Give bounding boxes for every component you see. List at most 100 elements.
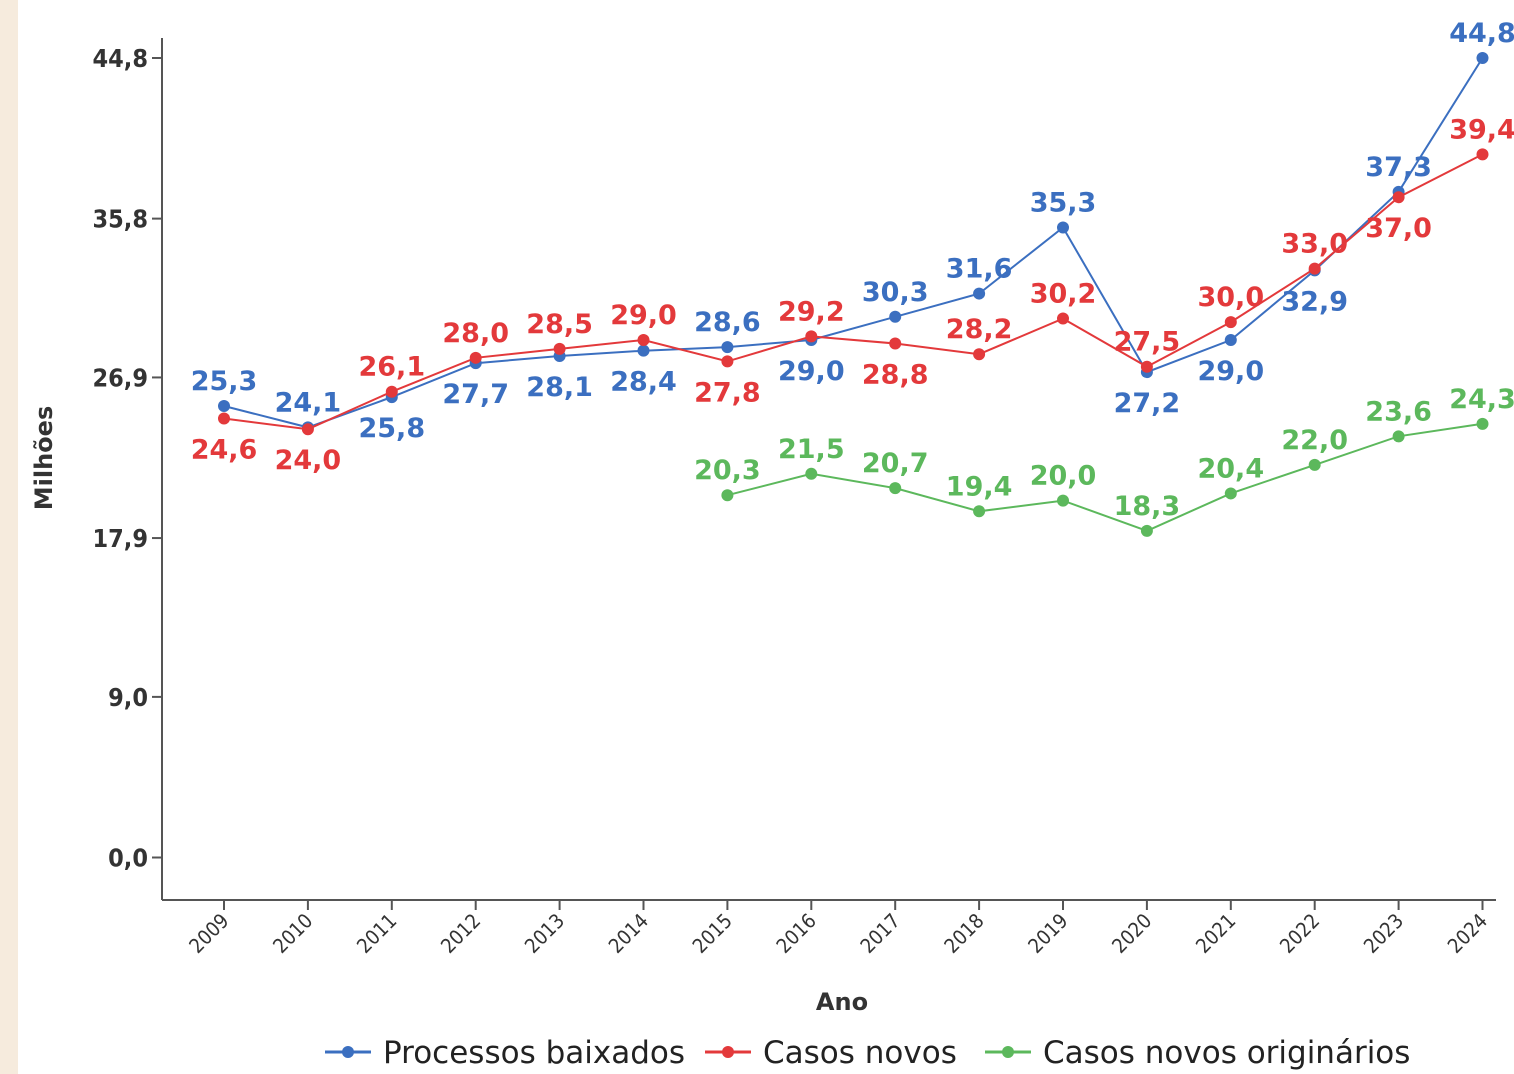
data-label-casos-novos-originarios: 20,4 xyxy=(1197,453,1264,484)
x-tick-label: 2020 xyxy=(1107,909,1156,958)
data-label-processos-baixados: 28,6 xyxy=(694,307,761,338)
x-tick-label: 2024 xyxy=(1443,909,1492,958)
x-ticks: 2009 2010 2011 2012 2013 2014 2015 2016 2017 2018… xyxy=(184,900,1492,958)
data-point-casos-novos xyxy=(301,423,314,436)
data-point-casos-novos xyxy=(218,412,230,425)
data-point-casos-novos xyxy=(1140,360,1153,373)
data-point-casos-novos xyxy=(805,330,818,343)
data-label-casos-novos: 24,0 xyxy=(275,445,342,476)
data-point-processos-baixados xyxy=(721,341,734,354)
data-point-casos-novos xyxy=(1392,191,1405,204)
data-label-casos-novos-originarios: 23,6 xyxy=(1365,396,1432,427)
data-label-processos-baixados: 28,4 xyxy=(610,367,677,398)
data-label-casos-novos: 30,2 xyxy=(1030,279,1097,310)
data-label-processos-baixados: 29,0 xyxy=(1197,356,1264,387)
y-tick-label: 17,9 xyxy=(93,524,149,553)
x-tick-label: 2012 xyxy=(436,909,485,958)
data-point-processos-baixados xyxy=(637,344,650,357)
data-point-processos-baixados xyxy=(889,310,902,323)
data-label-processos-baixados: 32,9 xyxy=(1281,286,1348,317)
data-label-processos-baixados: 29,0 xyxy=(778,356,845,387)
data-label-processos-baixados: 31,6 xyxy=(946,254,1013,285)
data-point-casos-novos xyxy=(1057,312,1069,325)
data-point-casos-novos xyxy=(469,351,482,364)
x-tick-label: 2021 xyxy=(1191,909,1240,958)
data-point-casos-novos-originarios xyxy=(805,467,818,480)
data-label-casos-novos: 39,4 xyxy=(1449,114,1514,145)
data-label-casos-novos: 27,5 xyxy=(1114,327,1181,358)
data-label-processos-baixados: 27,7 xyxy=(442,379,509,410)
x-tick-label: 2015 xyxy=(688,909,737,958)
y-tick-label: 9,0 xyxy=(108,683,148,712)
y-ticks: 0,0 9,0 17,9 26,9 35,8 44,8 xyxy=(93,44,162,873)
x-tick-label: 2023 xyxy=(1359,909,1408,958)
y-axis-title: Milhões xyxy=(30,406,58,510)
data-label-casos-novos-originarios: 20,0 xyxy=(1030,461,1097,492)
data-label-processos-baixados: 24,1 xyxy=(275,387,342,418)
y-tick-label: 26,9 xyxy=(93,363,149,392)
axes xyxy=(161,38,1496,901)
series-line-processos-baixados xyxy=(223,57,1484,429)
data-label-casos-novos: 33,0 xyxy=(1281,229,1348,260)
data-label-casos-novos: 28,8 xyxy=(862,360,929,391)
x-tick-label: 2016 xyxy=(771,909,820,958)
data-point-casos-novos-originarios xyxy=(1308,458,1321,471)
x-tick-label: 2022 xyxy=(1275,909,1324,958)
data-point-casos-novos xyxy=(553,342,566,355)
data-point-casos-novos xyxy=(1224,316,1237,329)
data-point-casos-novos xyxy=(385,385,398,398)
series-casos-novos-originarios xyxy=(721,417,1489,537)
x-tick-label: 2009 xyxy=(184,909,233,958)
data-label-casos-novos: 28,5 xyxy=(526,309,593,340)
x-axis-title: Ano xyxy=(816,988,868,1016)
data-label-casos-novos: 29,2 xyxy=(778,296,845,327)
data-point-casos-novos-originarios xyxy=(721,489,734,502)
data-label-casos-novos-originarios: 20,3 xyxy=(694,455,761,486)
legend-swatch-dot xyxy=(1002,1046,1014,1058)
x-tick-label: 2014 xyxy=(604,909,653,958)
data-label-casos-novos-originarios: 20,7 xyxy=(862,448,929,479)
data-point-casos-novos-originarios xyxy=(1224,487,1237,500)
legend-item-processos-baixados: Processos baixados xyxy=(325,1035,685,1071)
x-tick-label: 2010 xyxy=(268,909,317,958)
data-label-processos-baixados: 44,8 xyxy=(1449,18,1514,49)
x-tick-label: 2018 xyxy=(939,909,988,958)
legend-label: Processos baixados xyxy=(383,1035,685,1071)
y-tick-label: 0,0 xyxy=(108,844,148,873)
data-label-casos-novos-originarios: 19,4 xyxy=(946,471,1013,502)
data-label-processos-baixados: 25,8 xyxy=(358,413,425,444)
data-point-casos-novos-originarios xyxy=(1140,524,1153,537)
chart-panel xyxy=(18,0,1514,1074)
y-tick-label: 35,8 xyxy=(93,205,149,234)
data-point-casos-novos-originarios xyxy=(1392,430,1405,443)
data-labels: 25,3 24,1 25,8 27,7 28,1 28,4 28,6 29,0 30,3 31,6… xyxy=(191,18,1514,522)
data-label-casos-novos: 28,2 xyxy=(946,314,1013,345)
data-point-processos-baixados xyxy=(973,287,986,300)
data-label-casos-novos-originarios: 22,0 xyxy=(1281,425,1348,456)
legend: Processos baixados Casos novos Casos novos… xyxy=(325,1035,1410,1071)
data-point-processos-baixados xyxy=(218,399,230,412)
data-point-casos-novos xyxy=(1308,262,1321,275)
data-point-casos-novos xyxy=(721,355,734,368)
data-label-casos-novos: 27,8 xyxy=(694,377,761,408)
data-label-processos-baixados: 37,3 xyxy=(1365,152,1432,183)
legend-label: Casos novos xyxy=(763,1035,957,1071)
data-point-processos-baixados xyxy=(1057,221,1069,234)
data-label-casos-novos: 30,0 xyxy=(1197,282,1264,313)
data-label-casos-novos-originarios: 18,3 xyxy=(1114,491,1181,522)
data-label-processos-baixados: 35,3 xyxy=(1030,188,1097,219)
series-casos-novos xyxy=(218,148,1489,436)
data-label-casos-novos: 26,1 xyxy=(358,352,425,383)
data-point-casos-novos-originarios xyxy=(1476,417,1489,430)
series-line-casos-novos xyxy=(223,153,1483,431)
x-tick-label: 2011 xyxy=(352,909,401,958)
legend-item-casos-novos: Casos novos xyxy=(705,1035,957,1071)
data-point-processos-baixados xyxy=(1476,52,1489,64)
data-point-casos-novos-originarios xyxy=(973,505,986,518)
data-point-casos-novos-originarios xyxy=(1057,494,1069,507)
data-label-processos-baixados: 25,3 xyxy=(191,366,258,397)
data-point-casos-novos xyxy=(889,337,902,350)
x-tick-label: 2019 xyxy=(1023,909,1072,958)
legend-swatch-dot xyxy=(342,1046,354,1058)
